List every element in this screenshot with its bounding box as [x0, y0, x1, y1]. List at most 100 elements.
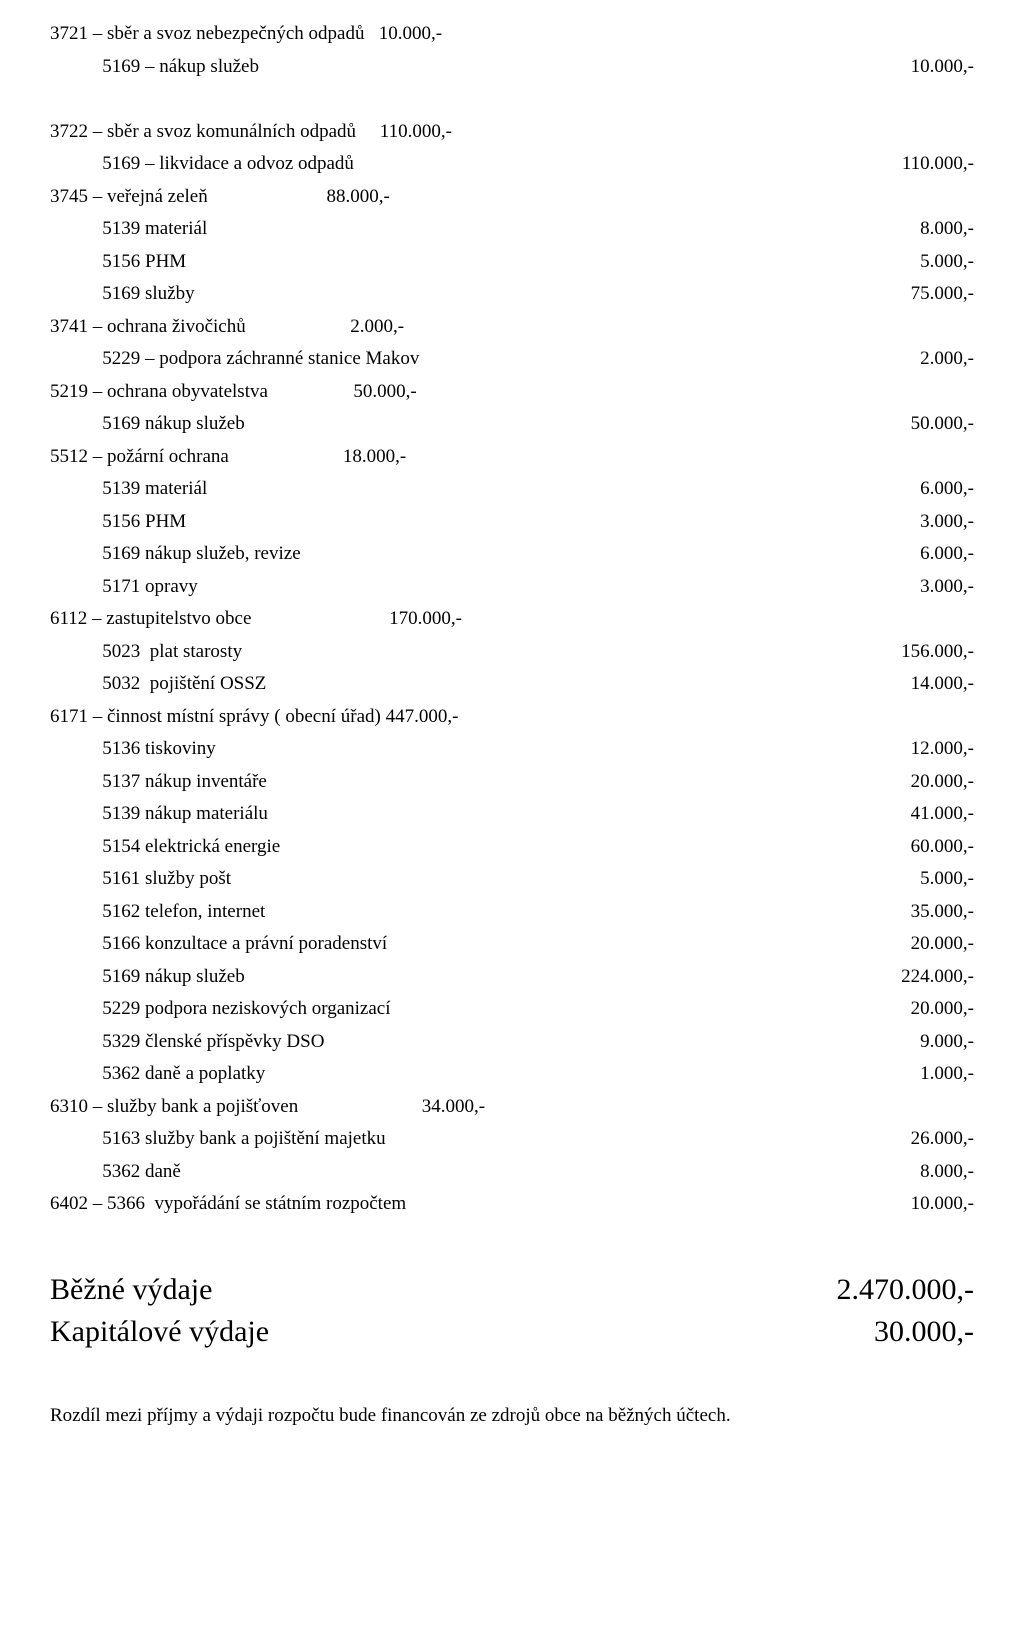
- budget-line: 5169 – likvidace a odvoz odpadů 110.000,-: [50, 150, 974, 179]
- budget-line-left: 6171 – činnost místní správy ( obecní úř…: [50, 703, 458, 732]
- budget-line-right: 12.000,-: [911, 735, 974, 764]
- totals-line: Kapitálové výdaje 30.000,-: [50, 1311, 974, 1353]
- budget-line: 5169 nákup služeb 224.000,-: [50, 963, 974, 992]
- totals-label: Běžné výdaje: [50, 1269, 212, 1311]
- budget-line-left: 6310 – služby bank a pojišťoven 34.000,-: [50, 1093, 485, 1122]
- budget-line: 5169 služby 75.000,-: [50, 280, 974, 309]
- budget-line: 5032 pojištění OSSZ 14.000,-: [50, 670, 974, 699]
- budget-line-left: 5139 materiál: [50, 215, 207, 244]
- budget-line: [50, 85, 974, 114]
- budget-line-left: 3741 – ochrana živočichů 2.000,-: [50, 313, 404, 342]
- budget-line: 5171 opravy 3.000,-: [50, 573, 974, 602]
- budget-line-left: 5139 nákup materiálu: [50, 800, 268, 829]
- budget-line-left: 5032 pojištění OSSZ: [50, 670, 266, 699]
- budget-line-right: 8.000,-: [920, 1158, 974, 1187]
- budget-line-left: 5169 nákup služeb, revize: [50, 540, 301, 569]
- budget-line-left: 5166 konzultace a právní poradenství: [50, 930, 387, 959]
- budget-line: 5329 členské příspěvky DSO 9.000,-: [50, 1028, 974, 1057]
- budget-line-right: 5.000,-: [920, 248, 974, 277]
- budget-line-left: [50, 85, 55, 114]
- budget-line-left: 3722 – sběr a svoz komunálních odpadů 11…: [50, 118, 452, 147]
- footnote-text: Rozdíl mezi příjmy a výdaji rozpočtu bud…: [50, 1403, 974, 1430]
- budget-line-left: 5229 – podpora záchranné stanice Makov: [50, 345, 419, 374]
- budget-line: 5219 – ochrana obyvatelstva 50.000,-: [50, 378, 974, 407]
- budget-line-right: 5.000,-: [920, 865, 974, 894]
- budget-line: 5162 telefon, internet 35.000,-: [50, 898, 974, 927]
- budget-line: 5169 nákup služeb, revize 6.000,-: [50, 540, 974, 569]
- budget-line: 5139 materiál 6.000,-: [50, 475, 974, 504]
- budget-line: 3722 – sběr a svoz komunálních odpadů 11…: [50, 118, 974, 147]
- budget-line-right: 41.000,-: [911, 800, 974, 829]
- budget-line: 3741 – ochrana živočichů 2.000,-: [50, 313, 974, 342]
- budget-line-left: 5229 podpora neziskových organizací: [50, 995, 391, 1024]
- budget-line-right: 20.000,-: [911, 995, 974, 1024]
- budget-line-left: 5512 – požární ochrana 18.000,-: [50, 443, 406, 472]
- budget-line: 5229 – podpora záchranné stanice Makov 2.…: [50, 345, 974, 374]
- totals-value: 30.000,-: [874, 1311, 974, 1353]
- budget-line-left: 6402 – 5366 vypořádání se státním rozpoč…: [50, 1190, 406, 1219]
- budget-line: 3721 – sběr a svoz nebezpečných odpadů 1…: [50, 20, 974, 49]
- budget-line: 5166 konzultace a právní poradenství 20.0…: [50, 930, 974, 959]
- budget-line: 6402 – 5366 vypořádání se státním rozpoč…: [50, 1190, 974, 1219]
- budget-line-left: 5169 – likvidace a odvoz odpadů: [50, 150, 354, 179]
- budget-line-left: 5329 členské příspěvky DSO: [50, 1028, 324, 1057]
- budget-line-left: 5156 PHM: [50, 248, 186, 277]
- budget-line-right: 110.000,-: [902, 150, 974, 179]
- budget-line-right: 60.000,-: [911, 833, 974, 862]
- budget-line: 5362 daně 8.000,-: [50, 1158, 974, 1187]
- budget-line-left: 5139 materiál: [50, 475, 207, 504]
- budget-line: 5362 daně a poplatky1.000,-: [50, 1060, 974, 1089]
- budget-line-left: 5136 tiskoviny: [50, 735, 216, 764]
- budget-line-right: 20.000,-: [911, 930, 974, 959]
- budget-line-left: 5169 služby: [50, 280, 195, 309]
- budget-line-right: 10.000,-: [911, 1190, 974, 1219]
- budget-line: 5512 – požární ochrana 18.000,-: [50, 443, 974, 472]
- budget-line-left: 3721 – sběr a svoz nebezpečných odpadů 1…: [50, 20, 442, 49]
- budget-line: 5156 PHM 3.000,-: [50, 508, 974, 537]
- budget-line-left: 5162 telefon, internet: [50, 898, 265, 927]
- budget-line-right: 14.000,-: [911, 670, 974, 699]
- budget-line-right: 20.000,-: [911, 768, 974, 797]
- budget-line-left: 5362 daně: [50, 1158, 181, 1187]
- budget-line: 5154 elektrická energie 60.000,-: [50, 833, 974, 862]
- budget-line-right: 156.000,-: [901, 638, 974, 667]
- budget-line-right: 6.000,-: [920, 475, 974, 504]
- budget-line: 3745 – veřejná zeleň 88.000,-: [50, 183, 974, 212]
- budget-line-left: 5171 opravy: [50, 573, 198, 602]
- budget-line-left: 5219 – ochrana obyvatelstva 50.000,-: [50, 378, 417, 407]
- budget-line: 5136 tiskoviny 12.000,-: [50, 735, 974, 764]
- budget-line: 5139 materiál 8.000,-: [50, 215, 974, 244]
- budget-line-right: 224.000,-: [901, 963, 974, 992]
- budget-line: 5139 nákup materiálu 41.000,-: [50, 800, 974, 829]
- totals-label: Kapitálové výdaje: [50, 1311, 269, 1353]
- budget-line: 5169 – nákup služeb10.000,-: [50, 53, 974, 82]
- budget-line-left: 6112 – zastupitelstvo obce 170.000,-: [50, 605, 462, 634]
- budget-line-right: 6.000,-: [920, 540, 974, 569]
- budget-line: 5169 nákup služeb50.000,-: [50, 410, 974, 439]
- budget-line: 5023 plat starosty 156.000,-: [50, 638, 974, 667]
- budget-line-right: 3.000,-: [920, 508, 974, 537]
- budget-line-right: 75.000,-: [911, 280, 974, 309]
- totals-line: Běžné výdaje2.470.000,-: [50, 1269, 974, 1311]
- budget-line-right: 50.000,-: [911, 410, 974, 439]
- budget-line-right: 35.000,-: [911, 898, 974, 927]
- budget-line-right: 8.000,-: [920, 215, 974, 244]
- budget-line-right: 26.000,-: [911, 1125, 974, 1154]
- budget-line-left: 5161 služby pošt: [50, 865, 231, 894]
- budget-line-left: 5137 nákup inventáře: [50, 768, 267, 797]
- budget-line-left: 5169 – nákup služeb: [50, 53, 259, 82]
- budget-line-right: 3.000,-: [920, 573, 974, 602]
- budget-line-left: 5156 PHM: [50, 508, 186, 537]
- budget-line-left: 3745 – veřejná zeleň 88.000,-: [50, 183, 390, 212]
- budget-line-left: 5023 plat starosty: [50, 638, 242, 667]
- budget-line-right: 1.000,-: [920, 1060, 974, 1089]
- budget-line: 6112 – zastupitelstvo obce 170.000,-: [50, 605, 974, 634]
- budget-line: 5137 nákup inventáře 20.000,-: [50, 768, 974, 797]
- budget-line-right: 9.000,-: [920, 1028, 974, 1057]
- budget-line-right: 2.000,-: [920, 345, 974, 374]
- budget-line: 5161 služby pošt 5.000,-: [50, 865, 974, 894]
- budget-line-left: 5169 nákup služeb: [50, 963, 245, 992]
- budget-line: 6171 – činnost místní správy ( obecní úř…: [50, 703, 974, 732]
- budget-line-left: 5154 elektrická energie: [50, 833, 280, 862]
- budget-line: 5163 služby bank a pojištění majetku26.0…: [50, 1125, 974, 1154]
